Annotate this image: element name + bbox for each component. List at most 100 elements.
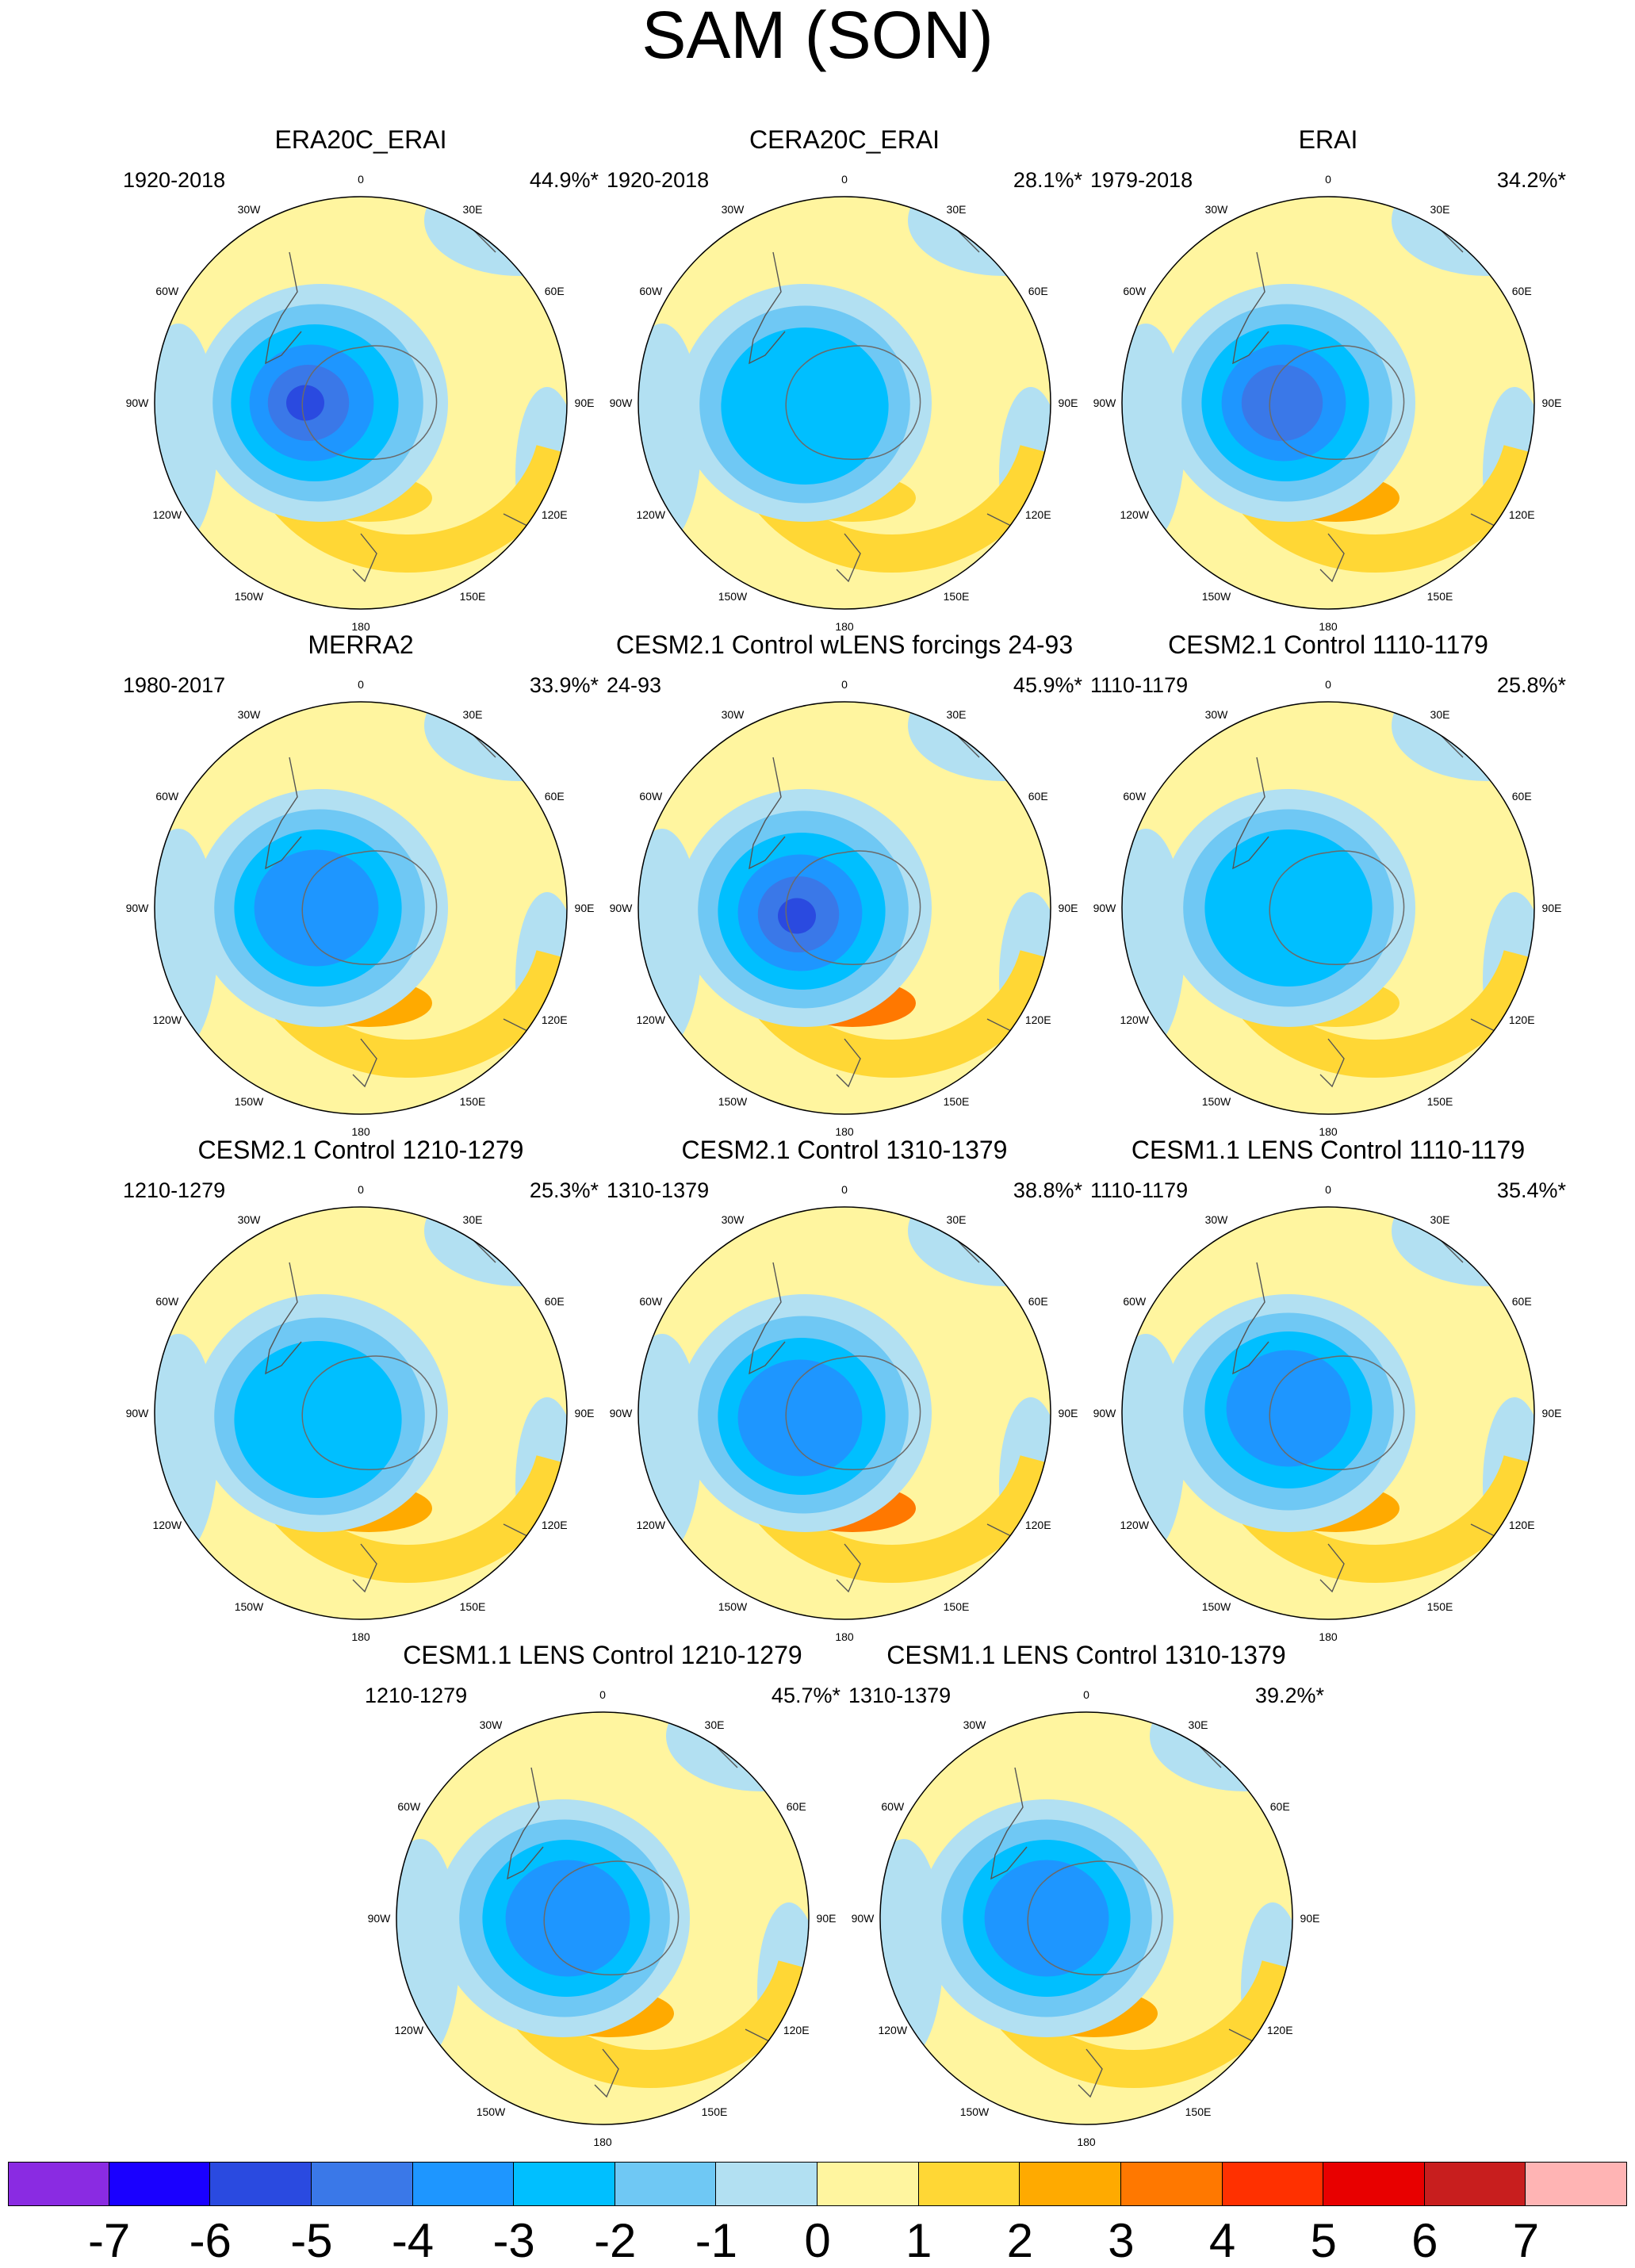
polar-map: 0 30E 60E 90E 120E 150E 180 150W 120W 90W 60W 30W <box>610 1183 1078 1643</box>
positive-ridge <box>239 1275 567 1583</box>
longitude-label: 30W <box>238 203 262 216</box>
longitude-label: 60W <box>1123 1295 1147 1308</box>
longitude-label: 120W <box>636 508 665 521</box>
longitude-label: 90W <box>1093 397 1117 409</box>
panel-period: 1980-2017 <box>123 673 226 697</box>
antarctica-coastline <box>785 850 921 965</box>
longitude-label: 30W <box>722 203 745 216</box>
colorbar-box <box>412 2162 515 2206</box>
map-boundary <box>1121 196 1535 610</box>
longitude-label: 90E <box>1542 902 1562 914</box>
longitude-label: 120E <box>542 1519 568 1531</box>
colorbar-box <box>918 2162 1020 2206</box>
longitude-label: 180 <box>1319 620 1338 633</box>
longitude-label: 30W <box>963 1718 987 1731</box>
map-panel: CESM2.1 Control wLENS forcings 24-93 24-9… <box>607 630 1082 1138</box>
panel-variance-percent: 35.4%* <box>1496 1178 1566 1202</box>
panel-title: ERA20C_ERAI <box>274 125 447 154</box>
map-panel: ERA20C_ERAI 1920-2018 44.9%* 0 30E 60E 90E 120E… <box>123 125 599 633</box>
longitude-label: 60E <box>1028 285 1048 297</box>
longitude-label: 180 <box>1319 1630 1338 1643</box>
longitude-label: 120E <box>1025 1013 1051 1026</box>
longitude-label: 60E <box>787 1800 806 1813</box>
panel-variance-percent: 28.1%* <box>1013 168 1082 192</box>
longitude-label: 60W <box>397 1800 421 1813</box>
longitude-label: 0 <box>1325 1183 1331 1196</box>
positive-ridge <box>239 770 567 1078</box>
longitude-label: 90W <box>126 902 150 914</box>
longitude-label: 90E <box>575 902 595 914</box>
longitude-label: 60E <box>1512 790 1532 803</box>
colorbar-box <box>615 2162 717 2206</box>
longitude-label: 30W <box>1205 203 1229 216</box>
longitude-label: 0 <box>358 678 364 691</box>
panel-title: CESM1.1 LENS Control 1310-1379 <box>886 1641 1286 1669</box>
map-panel: CESM2.1 Control 1110-1179 1110-1179 25.8%*… <box>1090 630 1566 1138</box>
continent-outline <box>1319 1543 1345 1593</box>
antarctica-coastline <box>785 1355 921 1470</box>
continent-outline <box>352 1038 377 1088</box>
antarctica-coastline <box>1027 1860 1163 1975</box>
longitude-label: 120E <box>1025 1519 1051 1531</box>
colorbar-box <box>1526 2162 1627 2206</box>
longitude-label: 120E <box>542 508 568 521</box>
longitude-label: 150W <box>1202 1600 1231 1613</box>
negative-lobe <box>666 1712 809 1791</box>
colorbar-box <box>716 2162 818 2206</box>
map-panel: CERA20C_ERAI 1920-2018 28.1%* 0 30E 60E 90E 120… <box>607 125 1082 633</box>
panel-title: CESM2.1 Control 1110-1179 <box>1168 630 1488 659</box>
longitude-label: 150W <box>1202 590 1231 603</box>
polar-map: 0 30E 60E 90E 120E 150E 180 150W 120W 90W 60W 30W <box>126 678 595 1138</box>
continent-outline <box>265 757 302 870</box>
positive-ridge <box>481 1780 809 2088</box>
positive-ridge <box>722 1275 1051 1583</box>
longitude-label: 120W <box>1120 508 1149 521</box>
longitude-label: 30W <box>722 708 745 721</box>
longitude-label: 30E <box>463 1213 483 1226</box>
colorbar-tick-label: -5 <box>290 2214 333 2267</box>
longitude-label: 60W <box>1123 790 1147 803</box>
colorbar-tick-label: 3 <box>1108 2214 1135 2267</box>
longitude-label: 30W <box>480 1718 504 1731</box>
longitude-label: 60W <box>155 285 179 297</box>
longitude-label: 90W <box>610 397 634 409</box>
longitude-label: 180 <box>835 1630 854 1643</box>
longitude-label: 30E <box>947 708 967 721</box>
colorbar <box>8 2162 1627 2206</box>
panel-title: CERA20C_ERAI <box>749 125 940 154</box>
colorbar-tick-label: 0 <box>804 2214 831 2267</box>
continent-outline <box>1232 757 1269 870</box>
longitude-label: 120E <box>542 1013 568 1026</box>
longitude-label: 0 <box>358 173 364 186</box>
negative-lobe <box>424 197 567 276</box>
continent-outline <box>1232 251 1269 365</box>
longitude-label: 0 <box>1325 173 1331 186</box>
continent-outline <box>1319 1038 1345 1088</box>
panel-title: CESM1.1 LENS Control 1110-1179 <box>1131 1136 1526 1164</box>
panel-variance-percent: 39.2%* <box>1254 1684 1324 1707</box>
longitude-label: 60W <box>639 790 663 803</box>
continent-outline <box>836 1038 861 1088</box>
map-panel: CESM1.1 LENS Control 1110-1179 1110-1179 3… <box>1090 1136 1566 1643</box>
longitude-label: 30E <box>947 203 967 216</box>
longitude-label: 0 <box>841 1183 848 1196</box>
longitude-label: 0 <box>841 173 848 186</box>
longitude-label: 90W <box>610 902 634 914</box>
longitude-label: 150W <box>235 590 264 603</box>
negative-lobe <box>424 702 567 781</box>
map-panel: ERAI 1979-2018 34.2%* 0 30E 60E 90E 120E 150E 180… <box>1090 125 1566 633</box>
continent-outline <box>990 1767 1028 1880</box>
longitude-label: 90E <box>575 1407 595 1419</box>
colorbar-tick-label: -7 <box>87 2214 131 2267</box>
longitude-label: 120E <box>1509 1519 1535 1531</box>
longitude-label: 0 <box>599 1688 606 1701</box>
longitude-label: 150E <box>460 1600 486 1613</box>
polar-map: 0 30E 60E 90E 120E 150E 180 150W 120W 90W 60W 30W <box>368 1688 837 2148</box>
longitude-label: 150E <box>944 1600 970 1613</box>
negative-contour <box>234 1341 402 1498</box>
polar-map: 0 30E 60E 90E 120E 150E 180 150W 120W 90W 60W 30W <box>852 1688 1320 2148</box>
map-panel: CESM2.1 Control 1310-1379 1310-1379 38.8%*… <box>607 1136 1082 1643</box>
colorbar-box <box>1020 2162 1121 2206</box>
antarctica-coastline <box>301 1355 438 1470</box>
longitude-label: 60E <box>1028 1295 1048 1308</box>
